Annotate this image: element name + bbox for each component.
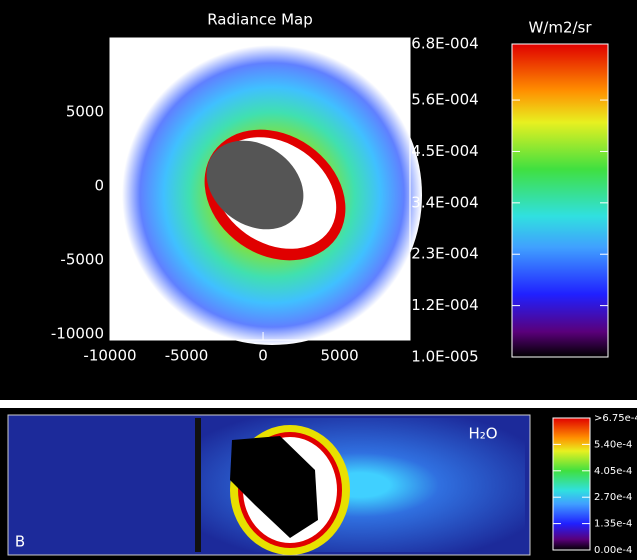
x-tick-label: 5000 xyxy=(320,347,358,365)
colorbar-tick-label: 3.4E-004 xyxy=(411,193,478,211)
colorbar-tick-label: 5.40e-4 xyxy=(594,439,632,450)
species-label: H₂O xyxy=(468,425,497,443)
colorbar-tick-label: 4.5E-004 xyxy=(411,142,478,160)
colorbar-tick-label: 2.70e-4 xyxy=(594,492,632,503)
colorbar-tick-label: 5.6E-004 xyxy=(411,91,478,109)
panel-label: B xyxy=(15,533,25,551)
y-tick-label: -5000 xyxy=(60,251,104,269)
radiance-map xyxy=(110,38,422,345)
strip-panel xyxy=(7,414,531,556)
colorbar xyxy=(511,43,609,358)
colorbar-tick-label: 1.0E-005 xyxy=(411,348,478,366)
colorbar-title: W/m2/sr xyxy=(528,19,592,37)
y-tick-label: 0 xyxy=(94,177,104,195)
y-tick-label: -10000 xyxy=(51,325,104,343)
colorbar-tick-label: 1.35e-4 xyxy=(594,519,632,530)
colorbar-tick-label: 1.2E-004 xyxy=(411,296,478,314)
x-tick-label: -10000 xyxy=(83,347,136,365)
y-tick-label: 5000 xyxy=(66,103,104,121)
colorbar xyxy=(552,417,591,551)
chart-title: Radiance Map xyxy=(207,11,313,29)
colorbar-tick-label: >6.75e-4 xyxy=(594,413,637,424)
x-tick-label: -5000 xyxy=(165,347,209,365)
colorbar-tick-label: 6.8E-004 xyxy=(411,35,478,53)
separator xyxy=(0,400,637,408)
x-tick-label: 0 xyxy=(258,347,268,365)
plot-frame xyxy=(109,37,411,341)
colorbar-tick-label: 0.00e-4 xyxy=(594,545,632,556)
colorbar-tick-label: 4.05e-4 xyxy=(594,466,632,477)
colorbar-tick-label: 2.3E-004 xyxy=(411,245,478,263)
